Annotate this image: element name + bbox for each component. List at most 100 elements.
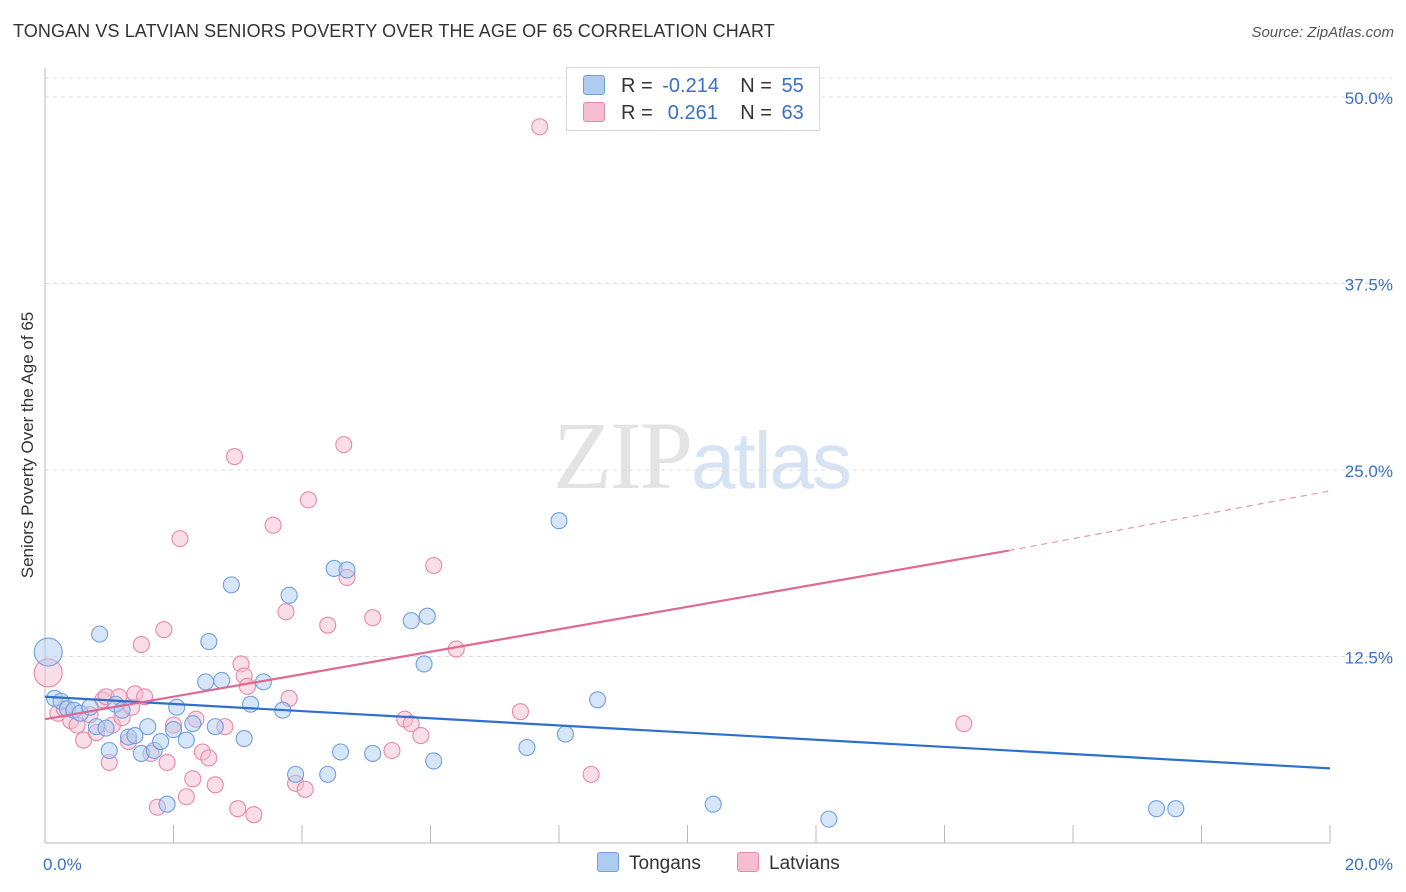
legend-row-latvians: R = 0.261 N = 63 bbox=[583, 102, 804, 126]
data-point-tongans bbox=[126, 727, 144, 745]
data-point-latvians bbox=[177, 788, 195, 806]
data-point-tongans bbox=[1147, 800, 1166, 818]
legend-r-value: -0.214 bbox=[662, 75, 719, 97]
bottom-legend-label-latvians: Latvians bbox=[769, 853, 840, 874]
data-point-tongans bbox=[280, 586, 298, 604]
data-point-tongans bbox=[588, 691, 607, 709]
bottom-legend-swatch-latvians bbox=[737, 852, 759, 872]
data-point-latvians bbox=[364, 609, 382, 627]
data-point-tongans bbox=[197, 673, 215, 691]
data-point-tongans bbox=[158, 795, 176, 813]
data-point-latvians bbox=[171, 530, 189, 548]
y-tick-label: 37.5% bbox=[1345, 276, 1393, 295]
data-point-tongans bbox=[338, 561, 356, 579]
data-point-latvians bbox=[955, 715, 973, 733]
data-point-latvians bbox=[383, 741, 401, 760]
trend-line-latvians bbox=[44, 549, 1009, 721]
legend-n-label: N = bbox=[740, 102, 772, 124]
data-point-tongans bbox=[287, 765, 305, 783]
y-tick-label: 50.0% bbox=[1345, 89, 1393, 108]
data-point-latvians bbox=[264, 516, 282, 534]
data-point-tongans bbox=[184, 715, 202, 733]
legend-r-label: R = bbox=[621, 75, 653, 97]
data-point-tongans bbox=[200, 633, 218, 651]
legend-n-label: N = bbox=[740, 75, 772, 97]
x-tick-label: 0.0% bbox=[43, 855, 82, 874]
data-point-tongans bbox=[331, 743, 350, 761]
data-point-latvians bbox=[155, 621, 173, 639]
data-point-tongans bbox=[177, 731, 195, 749]
bottom-legend-swatch-tongans bbox=[597, 852, 619, 872]
data-point-tongans bbox=[518, 738, 536, 757]
data-point-latvians bbox=[245, 806, 263, 824]
y-axis-title: Seniors Poverty Over the Age of 65 bbox=[18, 311, 37, 579]
y-tick-label: 12.5% bbox=[1345, 649, 1393, 668]
data-point-tongans bbox=[556, 725, 574, 743]
data-point-tongans bbox=[550, 512, 568, 530]
data-point-tongans bbox=[168, 698, 186, 716]
data-point-tongans bbox=[235, 730, 253, 748]
data-point-latvians bbox=[299, 491, 317, 509]
data-point-latvians bbox=[229, 800, 247, 818]
legend-swatch-tongans bbox=[583, 75, 605, 95]
data-point-latvians bbox=[225, 448, 244, 466]
data-point-tongans bbox=[206, 718, 224, 736]
bottom-legend-latvians: Latvians bbox=[737, 852, 840, 875]
data-point-latvians bbox=[206, 776, 224, 794]
data-point-tongans bbox=[820, 810, 838, 828]
data-point-tongans bbox=[100, 741, 118, 760]
data-point-latvians bbox=[319, 616, 337, 634]
data-point-tongans bbox=[152, 732, 170, 751]
legend-n-value: 55 bbox=[781, 75, 804, 97]
data-point-tongans bbox=[139, 718, 157, 736]
correlation-legend: R = -0.214 N = 55 R = 0.261 N = 63 bbox=[566, 67, 820, 131]
data-point-latvians bbox=[335, 436, 353, 454]
legend-row-tongans: R = -0.214 N = 55 bbox=[583, 75, 804, 99]
data-point-latvians bbox=[158, 753, 176, 771]
trend-line-tongans bbox=[44, 695, 1331, 770]
data-point-tongans bbox=[418, 607, 436, 625]
watermark-atlas: atlas bbox=[691, 416, 852, 505]
data-point-latvians bbox=[582, 765, 600, 783]
data-point-latvians bbox=[277, 603, 295, 621]
data-point-tongans bbox=[33, 637, 63, 667]
data-point-latvians bbox=[511, 703, 530, 721]
bottom-legend-tongans: Tongans bbox=[597, 852, 701, 875]
watermark-zip: ZIP bbox=[553, 402, 693, 509]
legend-n-value: 63 bbox=[781, 102, 804, 124]
data-point-tongans bbox=[319, 765, 337, 783]
data-point-tongans bbox=[91, 625, 109, 643]
legend-swatch-latvians bbox=[583, 102, 605, 122]
data-point-latvians bbox=[184, 770, 202, 788]
source-credit: Source: ZipAtlas.com bbox=[1251, 24, 1394, 41]
trend-extension-latvians bbox=[1008, 490, 1331, 552]
chart-title: TONGAN VS LATVIAN SENIORS POVERTY OVER T… bbox=[13, 21, 775, 41]
data-point-tongans bbox=[415, 655, 433, 673]
data-point-latvians bbox=[412, 727, 430, 745]
tick-labels: 12.5% 25.0% 37.5% 50.0% 0.0% 20.0% bbox=[43, 89, 1393, 874]
series-latvians-points bbox=[33, 118, 973, 824]
axes bbox=[44, 68, 1331, 844]
data-point-latvians bbox=[238, 677, 256, 695]
x-tick-label: 20.0% bbox=[1345, 855, 1393, 874]
data-point-latvians bbox=[531, 118, 549, 136]
bottom-legend-label-tongans: Tongans bbox=[629, 853, 701, 874]
data-point-tongans bbox=[97, 719, 115, 737]
y-tick-label: 25.0% bbox=[1345, 462, 1393, 481]
legend-r-label: R = bbox=[621, 102, 653, 124]
data-point-latvians bbox=[132, 636, 150, 654]
data-point-latvians bbox=[425, 556, 443, 575]
series-tongans-points bbox=[33, 512, 1185, 828]
data-point-latvians bbox=[402, 715, 420, 733]
data-point-tongans bbox=[164, 721, 183, 739]
grid-lines bbox=[45, 77, 1392, 657]
data-point-tongans bbox=[242, 695, 260, 713]
data-point-latvians bbox=[200, 749, 218, 767]
data-point-tongans bbox=[222, 576, 240, 594]
data-point-tongans bbox=[704, 795, 722, 813]
data-point-tongans bbox=[1167, 800, 1185, 818]
data-point-tongans bbox=[425, 752, 443, 770]
data-point-tongans bbox=[213, 671, 231, 689]
data-point-latvians bbox=[296, 780, 314, 798]
